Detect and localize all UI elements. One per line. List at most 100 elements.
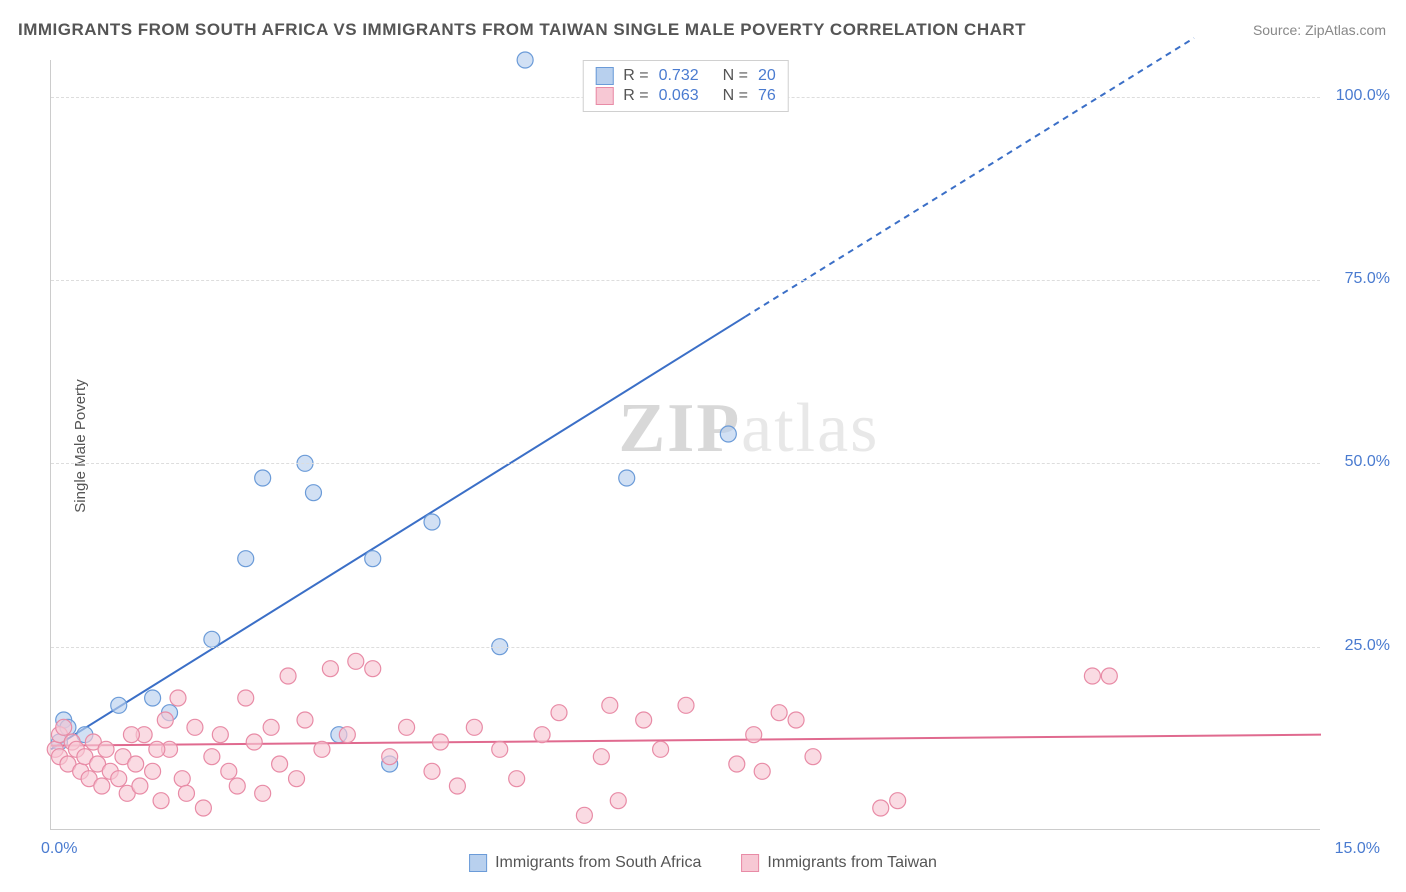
source-prefix: Source:	[1253, 22, 1305, 38]
data-point-taiwan	[746, 727, 762, 743]
source-name: ZipAtlas.com	[1305, 22, 1386, 38]
y-tick-label: 100.0%	[1336, 87, 1390, 105]
data-point-taiwan	[149, 741, 165, 757]
correlation-legend: R = 0.732 N = 20 R = 0.063 N = 76	[582, 60, 789, 112]
regression-line-taiwan	[51, 735, 1321, 746]
data-point-taiwan	[123, 727, 139, 743]
series-legend-item-south_africa: Immigrants from South Africa	[469, 854, 701, 872]
legend-n-value: 20	[758, 67, 776, 85]
data-point-taiwan	[729, 756, 745, 772]
data-point-taiwan	[339, 727, 355, 743]
data-point-south_africa	[517, 52, 533, 68]
data-point-taiwan	[157, 712, 173, 728]
x-tick-label: 15.0%	[1335, 840, 1380, 858]
data-point-taiwan	[873, 800, 889, 816]
series-legend-item-taiwan: Immigrants from Taiwan	[741, 854, 937, 872]
data-point-taiwan	[610, 793, 626, 809]
legend-swatch-south_africa	[595, 67, 613, 85]
legend-n-label: N =	[723, 87, 748, 105]
legend-r-label: R =	[623, 87, 648, 105]
data-point-taiwan	[221, 763, 237, 779]
data-point-taiwan	[212, 727, 228, 743]
data-point-taiwan	[805, 749, 821, 765]
gridline	[51, 463, 1320, 464]
x-tick-label: 0.0%	[41, 840, 77, 858]
data-point-taiwan	[636, 712, 652, 728]
data-point-south_africa	[145, 690, 161, 706]
legend-r-value: 0.063	[659, 87, 699, 105]
data-point-taiwan	[399, 719, 415, 735]
data-point-taiwan	[272, 756, 288, 772]
data-point-taiwan	[890, 793, 906, 809]
data-point-taiwan	[187, 719, 203, 735]
data-point-taiwan	[771, 705, 787, 721]
data-point-taiwan	[132, 778, 148, 794]
data-point-taiwan	[424, 763, 440, 779]
data-point-taiwan	[195, 800, 211, 816]
data-point-taiwan	[788, 712, 804, 728]
legend-n-value: 76	[758, 87, 776, 105]
data-point-taiwan	[289, 771, 305, 787]
data-point-taiwan	[170, 690, 186, 706]
gridline	[51, 280, 1320, 281]
data-point-taiwan	[492, 741, 508, 757]
data-point-taiwan	[509, 771, 525, 787]
data-point-taiwan	[348, 653, 364, 669]
data-point-taiwan	[576, 807, 592, 823]
data-point-taiwan	[204, 749, 220, 765]
series-swatch-south_africa	[469, 854, 487, 872]
data-point-taiwan	[449, 778, 465, 794]
series-label: Immigrants from Taiwan	[767, 854, 937, 872]
data-point-south_africa	[111, 697, 127, 713]
data-point-taiwan	[174, 771, 190, 787]
data-point-south_africa	[255, 470, 271, 486]
y-tick-label: 75.0%	[1345, 270, 1390, 288]
data-point-taiwan	[238, 690, 254, 706]
series-legend: Immigrants from South Africa Immigrants f…	[469, 854, 937, 872]
plot-area: ZIPatlas R =0.732N =20R =0.063N =76 25.0…	[50, 60, 1320, 830]
data-point-taiwan	[229, 778, 245, 794]
regression-line-dashed-south_africa	[745, 38, 1194, 317]
data-point-south_africa	[238, 551, 254, 567]
data-point-south_africa	[720, 426, 736, 442]
chart-svg	[51, 60, 1320, 829]
data-point-taiwan	[111, 771, 127, 787]
data-point-south_africa	[619, 470, 635, 486]
data-point-south_africa	[204, 631, 220, 647]
data-point-taiwan	[280, 668, 296, 684]
data-point-taiwan	[1101, 668, 1117, 684]
data-point-taiwan	[653, 741, 669, 757]
data-point-taiwan	[432, 734, 448, 750]
data-point-taiwan	[1084, 668, 1100, 684]
data-point-taiwan	[534, 727, 550, 743]
legend-swatch-taiwan	[595, 87, 613, 105]
data-point-taiwan	[128, 756, 144, 772]
y-tick-label: 50.0%	[1345, 453, 1390, 471]
data-point-taiwan	[754, 763, 770, 779]
data-point-taiwan	[246, 734, 262, 750]
data-point-taiwan	[94, 778, 110, 794]
data-point-taiwan	[56, 719, 72, 735]
legend-r-value: 0.732	[659, 67, 699, 85]
data-point-taiwan	[382, 749, 398, 765]
data-point-taiwan	[365, 661, 381, 677]
source-attribution: Source: ZipAtlas.com	[1253, 22, 1386, 38]
series-label: Immigrants from South Africa	[495, 854, 701, 872]
data-point-taiwan	[98, 741, 114, 757]
data-point-south_africa	[365, 551, 381, 567]
data-point-taiwan	[297, 712, 313, 728]
y-tick-label: 25.0%	[1345, 637, 1390, 655]
data-point-south_africa	[424, 514, 440, 530]
legend-row-south_africa: R = 0.732 N = 20	[595, 67, 776, 85]
data-point-taiwan	[263, 719, 279, 735]
data-point-taiwan	[322, 661, 338, 677]
legend-n-label: N =	[723, 67, 748, 85]
data-point-taiwan	[153, 793, 169, 809]
data-point-taiwan	[466, 719, 482, 735]
data-point-taiwan	[602, 697, 618, 713]
legend-r-label: R =	[623, 67, 648, 85]
series-swatch-taiwan	[741, 854, 759, 872]
data-point-taiwan	[551, 705, 567, 721]
data-point-taiwan	[678, 697, 694, 713]
data-point-taiwan	[178, 785, 194, 801]
